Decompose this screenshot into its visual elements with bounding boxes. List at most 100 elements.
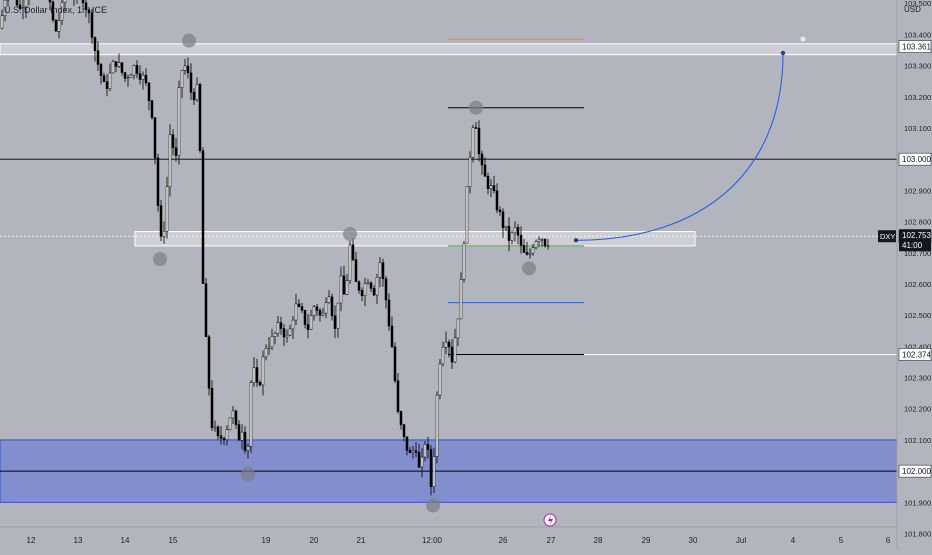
symbol-title[interactable]: U.S. Dollar Index, 1h, ICE xyxy=(4,5,107,15)
candle-body xyxy=(193,92,195,100)
pivot-marker[interactable] xyxy=(469,101,483,115)
candle-body xyxy=(415,451,417,452)
candle-body xyxy=(436,395,438,456)
candle-body xyxy=(526,253,528,255)
candle-body xyxy=(58,21,60,32)
candle-body xyxy=(379,263,381,278)
candle-body xyxy=(517,227,519,235)
candle-body xyxy=(298,304,300,307)
price-tick-label: 102.200 xyxy=(904,405,931,414)
candle-body xyxy=(277,323,279,334)
candle-body xyxy=(304,310,306,324)
candle-body xyxy=(409,450,411,452)
candle-body xyxy=(484,165,486,176)
candle-body xyxy=(373,288,375,295)
candle-body xyxy=(175,148,177,156)
time-tick-label: 15 xyxy=(169,536,178,545)
candle-body xyxy=(220,436,222,438)
candle xyxy=(394,342,396,383)
candle-body xyxy=(544,239,546,246)
price-tick-label: 102.300 xyxy=(904,374,931,383)
candle-body xyxy=(424,444,426,457)
candle-body xyxy=(541,239,543,240)
candle xyxy=(151,100,153,120)
projection-end-dot[interactable] xyxy=(781,51,785,55)
candle-body xyxy=(232,411,234,418)
candle-body xyxy=(367,283,369,284)
candle-body xyxy=(118,63,120,67)
candle-body xyxy=(265,348,267,357)
candle-body xyxy=(286,335,288,337)
candle xyxy=(463,241,465,282)
projection-start-dot[interactable] xyxy=(574,238,578,242)
candle-body xyxy=(445,342,447,347)
candle xyxy=(250,380,252,453)
candle-body xyxy=(229,418,231,430)
price-label-text: 103.000 xyxy=(902,155,931,164)
resistance-zone[interactable] xyxy=(0,44,897,55)
candle-body xyxy=(481,154,483,165)
time-tick-label: 28 xyxy=(594,536,603,545)
countdown-text: 41:00 xyxy=(902,241,923,250)
candle-body xyxy=(82,0,84,3)
candle-body xyxy=(382,263,384,279)
candle-body xyxy=(274,333,276,336)
candle-body xyxy=(499,210,501,212)
candle xyxy=(55,19,57,32)
candle-body xyxy=(385,279,387,300)
candle-body xyxy=(463,243,465,279)
candle-body xyxy=(136,65,138,73)
candle-body xyxy=(466,187,468,243)
candle-body xyxy=(406,437,408,451)
price-tick-label: 103.100 xyxy=(904,124,931,133)
candle-body xyxy=(532,248,534,253)
candle xyxy=(199,83,201,153)
pivot-marker[interactable] xyxy=(182,34,196,48)
pivot-marker[interactable] xyxy=(343,227,357,241)
candle-body xyxy=(364,284,366,296)
candle xyxy=(208,335,210,396)
candle-body xyxy=(394,347,396,381)
candle-body xyxy=(259,382,261,385)
candle-body xyxy=(427,444,429,449)
candle xyxy=(349,241,351,284)
candle xyxy=(202,147,204,284)
candle-body xyxy=(55,20,57,31)
candle-body xyxy=(475,128,477,129)
time-tick-label: 30 xyxy=(689,536,698,545)
candle-body xyxy=(358,282,360,291)
candle-body xyxy=(337,303,339,329)
candle-body xyxy=(508,226,510,240)
time-tick-label: 20 xyxy=(310,536,319,545)
price-tick-label: 103.400 xyxy=(904,30,931,39)
candle-body xyxy=(388,300,390,326)
candle-body xyxy=(247,446,249,450)
candle-body xyxy=(397,381,399,412)
pivot-marker[interactable] xyxy=(522,261,536,275)
candle xyxy=(154,117,156,164)
candle-body xyxy=(49,0,51,2)
candle-body xyxy=(100,64,102,75)
time-tick-label: 21 xyxy=(357,536,366,545)
candle-body xyxy=(301,307,303,311)
pivot-marker[interactable] xyxy=(426,498,440,512)
candle-body xyxy=(244,432,246,450)
candle-body xyxy=(148,83,150,101)
candle-body xyxy=(520,235,522,245)
candle-body xyxy=(208,337,210,389)
candle-body xyxy=(157,158,159,206)
candle-body xyxy=(490,186,492,189)
candle xyxy=(178,81,180,165)
candle-body xyxy=(391,326,393,347)
candle-body xyxy=(178,88,180,156)
current-price-text: 102.753 xyxy=(902,231,931,240)
pivot-marker[interactable] xyxy=(153,252,167,266)
candle-body xyxy=(169,135,171,187)
pivot-marker[interactable] xyxy=(241,467,255,481)
candle-body xyxy=(322,313,324,315)
target-dot[interactable] xyxy=(800,36,805,41)
candle-body xyxy=(310,316,312,330)
candle-body xyxy=(184,66,186,71)
